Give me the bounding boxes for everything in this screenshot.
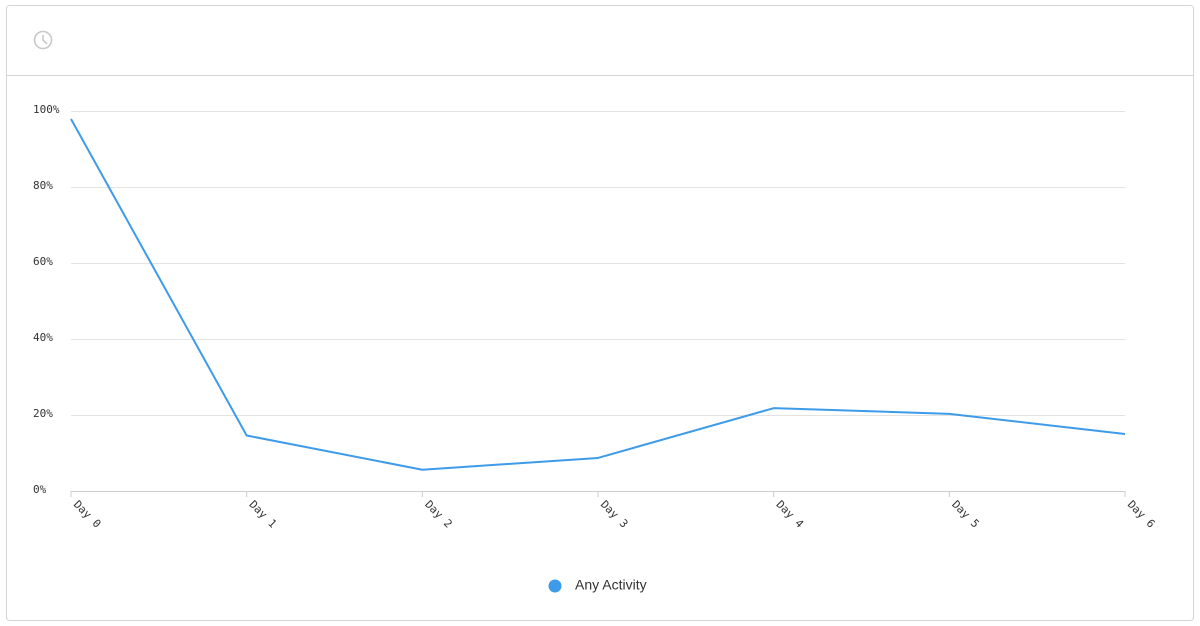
y-tick-label: 80% bbox=[33, 179, 53, 192]
y-tick-label: 20% bbox=[33, 407, 53, 420]
card-border bbox=[6, 5, 1194, 621]
legend-swatch bbox=[548, 579, 562, 593]
clock-icon bbox=[33, 30, 53, 50]
y-tick-label: 100% bbox=[33, 103, 60, 116]
y-tick-label: 0% bbox=[33, 483, 47, 496]
legend-label: Any Activity bbox=[575, 577, 647, 593]
y-tick-label: 60% bbox=[33, 255, 53, 268]
y-tick-label: 40% bbox=[33, 331, 53, 344]
line bbox=[70, 118, 1126, 471]
